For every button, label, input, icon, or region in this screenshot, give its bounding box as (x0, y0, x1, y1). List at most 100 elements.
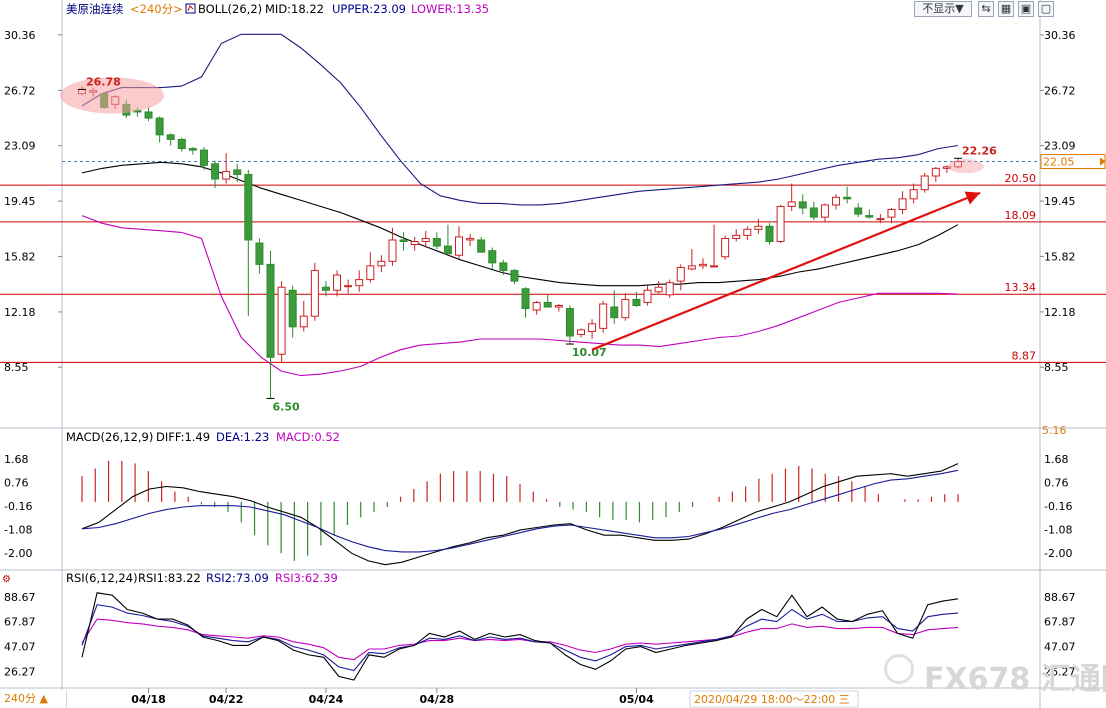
candle[interactable] (155, 116, 164, 143)
candle[interactable] (865, 209, 874, 219)
candle-body (277, 286, 286, 355)
candlesticks[interactable] (78, 86, 962, 399)
candle[interactable] (277, 281, 286, 362)
candle[interactable] (832, 194, 841, 210)
candle[interactable] (477, 236, 486, 253)
display-toggle-button[interactable]: 不显示▼ (914, 1, 972, 17)
candle[interactable] (166, 133, 175, 146)
candle[interactable] (876, 214, 885, 224)
swap-icon[interactable]: ⇆ (978, 1, 994, 17)
candle[interactable] (432, 232, 441, 250)
candle[interactable] (610, 290, 619, 324)
candle-body (920, 175, 929, 191)
candle[interactable] (643, 284, 652, 306)
candle[interactable] (676, 264, 685, 291)
candle[interactable] (909, 183, 918, 204)
candle[interactable] (188, 147, 197, 155)
candle[interactable] (820, 203, 829, 222)
candle[interactable] (388, 227, 397, 266)
candle[interactable] (765, 223, 774, 245)
macd-tick-label-right: 0.76 (1044, 476, 1069, 489)
close-panel-icon[interactable]: ▢ (1038, 1, 1054, 17)
candle[interactable] (654, 281, 663, 294)
candle[interactable] (532, 300, 541, 315)
candle[interactable] (222, 153, 231, 184)
watermark: FX678 汇通网 (884, 652, 1106, 697)
candle[interactable] (787, 183, 796, 212)
rsi-panel: 88.67 88.67 67.87 67.87 47.07 47.07 26.27 26.27 (4, 591, 1076, 681)
layout-grid-icon[interactable]: ▦ (998, 1, 1014, 17)
candle-body (321, 286, 330, 291)
candle[interactable] (399, 232, 408, 251)
candle[interactable] (255, 238, 264, 274)
candle[interactable] (344, 279, 353, 294)
candle-body (643, 289, 652, 303)
candle[interactable] (366, 252, 375, 283)
candle[interactable] (576, 328, 585, 338)
candle[interactable] (798, 194, 807, 215)
candle[interactable] (299, 300, 308, 332)
candle[interactable] (521, 287, 530, 318)
candle[interactable] (355, 270, 364, 292)
candle-body (288, 289, 297, 328)
period-selector[interactable]: 240分 ▲ (0, 690, 67, 708)
candle[interactable] (854, 203, 863, 218)
candle[interactable] (698, 258, 707, 269)
candle[interactable] (942, 165, 951, 173)
candle-body (743, 228, 752, 236)
candle[interactable] (410, 236, 419, 251)
candle[interactable] (565, 305, 574, 345)
candle[interactable] (266, 250, 275, 399)
candle-body (355, 279, 364, 287)
candle[interactable] (754, 218, 763, 234)
candle[interactable] (665, 279, 674, 298)
candle[interactable] (588, 319, 597, 340)
candle[interactable] (599, 300, 608, 333)
period-label: <240分> (130, 2, 183, 16)
window-icon[interactable]: ▣ (1018, 1, 1034, 17)
candle[interactable] (177, 137, 186, 152)
candle[interactable] (488, 247, 497, 269)
candle[interactable] (621, 293, 630, 321)
candle[interactable] (920, 172, 929, 193)
candle[interactable] (288, 285, 297, 338)
candle[interactable] (244, 169, 253, 317)
candle[interactable] (310, 262, 319, 321)
candle[interactable] (421, 230, 430, 248)
candle[interactable] (843, 186, 852, 204)
macd-tick-label-right: 1.68 (1044, 453, 1069, 466)
candle[interactable] (898, 191, 907, 215)
rsi-title: RSI(6,12,24) (66, 571, 138, 585)
candle[interactable] (333, 270, 342, 297)
candle[interactable] (554, 303, 563, 312)
candle-body (599, 303, 608, 329)
rsi-tick-label-left: 26.27 (4, 665, 36, 678)
candle[interactable] (721, 235, 730, 260)
candle[interactable] (743, 226, 752, 240)
candle[interactable] (455, 226, 464, 259)
candle[interactable] (931, 166, 940, 183)
candle[interactable] (499, 259, 508, 276)
candle[interactable] (954, 158, 962, 169)
candle[interactable] (321, 281, 330, 297)
candle[interactable] (776, 204, 785, 244)
candle[interactable] (887, 207, 896, 224)
candle[interactable] (732, 229, 741, 242)
candle[interactable] (199, 147, 208, 170)
candle[interactable] (377, 255, 386, 272)
candle[interactable] (543, 294, 552, 308)
support-line-label: 20.50 (1005, 172, 1037, 185)
candle[interactable] (809, 201, 818, 221)
candle[interactable] (632, 291, 641, 308)
rsi2-line (81, 604, 959, 672)
candle[interactable] (233, 163, 242, 183)
candle[interactable] (211, 160, 220, 189)
candle[interactable] (466, 233, 475, 247)
candle-body (654, 286, 663, 293)
candle[interactable] (710, 224, 719, 268)
candle[interactable] (687, 249, 696, 271)
candle[interactable] (510, 268, 519, 285)
candle[interactable] (144, 107, 153, 122)
candle[interactable] (443, 224, 452, 255)
